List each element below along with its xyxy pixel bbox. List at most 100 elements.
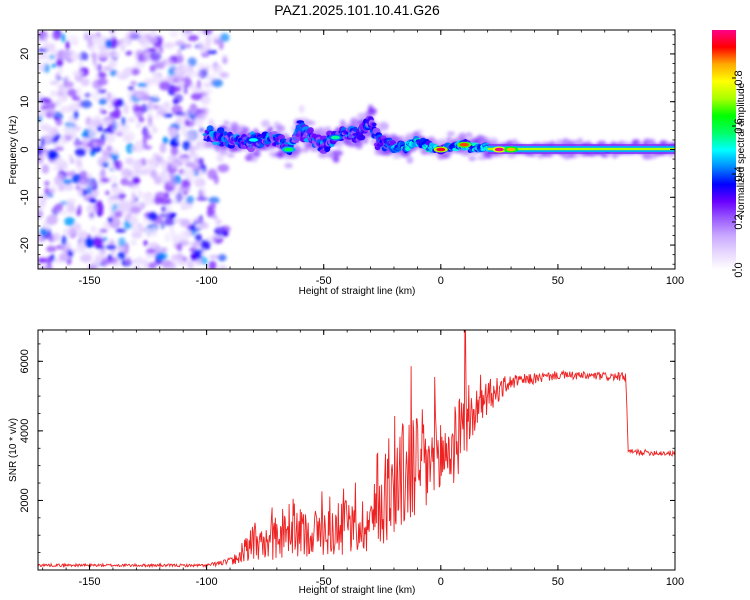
heatmap-cell xyxy=(111,149,119,155)
heatmap-cell xyxy=(299,104,305,114)
heatmap-cell xyxy=(158,45,164,54)
heatmap-cell xyxy=(183,168,195,180)
heatmap-cell xyxy=(52,166,61,172)
heatmap-cell xyxy=(165,212,170,217)
heatmap-cell xyxy=(105,190,110,196)
heatmap-cell xyxy=(217,265,228,269)
colorbar-tick-label: 0.4 xyxy=(733,166,745,181)
heatmap-cell xyxy=(267,126,274,132)
heatmap-cell xyxy=(135,140,144,148)
heatmap-cell xyxy=(130,31,135,39)
heatmap-cell xyxy=(182,140,191,151)
heatmap-cell xyxy=(155,245,161,254)
heatmap-cell xyxy=(206,75,216,81)
heatmap-cell xyxy=(152,197,164,205)
heatmap-cell xyxy=(73,110,79,120)
heatmap-cell xyxy=(38,257,48,264)
heatmap-cell xyxy=(147,99,154,110)
heatmap-cell xyxy=(143,240,148,246)
heatmap-cell xyxy=(212,141,218,145)
heatmap-cell xyxy=(371,122,377,127)
snr-y-label: SNR (10 * v/v) xyxy=(8,418,19,482)
heatmap-cell xyxy=(167,155,179,161)
heatmap-cell xyxy=(75,184,81,191)
heatmap-cell xyxy=(190,92,203,101)
heatmap-tail-core xyxy=(487,147,675,151)
heatmap-cell xyxy=(217,163,230,173)
heatmap-hotspot xyxy=(506,147,516,152)
heatmap-cell xyxy=(62,93,68,102)
heatmap-cell xyxy=(176,242,183,252)
heatmap-cell xyxy=(133,265,141,269)
heatmap-cell xyxy=(405,132,415,141)
heatmap-cell xyxy=(219,33,230,43)
heatmap-cell xyxy=(271,131,278,135)
heatmap-cell xyxy=(38,93,44,98)
heatmap-cell xyxy=(261,119,271,128)
heatmap-cell xyxy=(389,140,397,146)
heatmap-cell xyxy=(184,229,192,238)
heatmap-cell xyxy=(126,142,133,154)
heatmap-cell xyxy=(57,96,64,105)
heatmap-cell xyxy=(357,134,366,141)
heatmap-cell xyxy=(38,208,44,219)
heatmap-cell xyxy=(132,225,137,234)
spectrogram-x-tick-label: -150 xyxy=(79,275,101,287)
heatmap-cell xyxy=(38,205,45,211)
heatmap-cell xyxy=(85,30,90,34)
heatmap-cell xyxy=(108,59,117,69)
heatmap-cell xyxy=(127,86,135,91)
heatmap-cell xyxy=(101,109,107,115)
heatmap-cell xyxy=(197,30,203,36)
heatmap-cell xyxy=(211,34,221,40)
heatmap-cell xyxy=(196,196,209,201)
heatmap-cell xyxy=(98,98,108,105)
heatmap-cell xyxy=(150,169,158,179)
heatmap-cell xyxy=(108,202,114,212)
heatmap-cell xyxy=(222,57,228,65)
heatmap-cell xyxy=(206,125,214,132)
heatmap-cell xyxy=(149,30,157,37)
heatmap-cell xyxy=(150,227,158,237)
heatmap-cell xyxy=(92,139,98,148)
colorbar-label: Normalized spectral amplitude xyxy=(736,82,747,217)
spectrogram-y-tick-label: 20 xyxy=(19,48,31,60)
heatmap-cell xyxy=(332,149,343,157)
heatmap-cell xyxy=(208,254,221,259)
heatmap-cell xyxy=(80,100,92,109)
heatmap-cell xyxy=(160,197,173,206)
heatmap-cell xyxy=(67,34,80,42)
heatmap-cell xyxy=(206,208,216,218)
snr-y-tick-label: 6000 xyxy=(19,349,31,373)
heatmap-cell xyxy=(62,81,74,88)
heatmap-cell xyxy=(137,34,148,45)
heatmap-cell xyxy=(117,126,126,134)
heatmap-cell xyxy=(85,179,96,189)
heatmap-cell xyxy=(202,89,214,94)
heatmap-cell xyxy=(58,210,69,215)
heatmap-cell xyxy=(39,123,51,131)
colorbar-tick-label: 0.8 xyxy=(733,70,745,85)
heatmap-cell xyxy=(217,127,225,134)
heatmap-cell xyxy=(208,260,217,269)
snr-panel: -150 -100 -50 0 50 100 2000 4000 6000 Height of… xyxy=(8,329,684,596)
heatmap-cell xyxy=(91,91,100,102)
heatmap-cell xyxy=(48,236,55,243)
heatmap-cell xyxy=(65,40,70,50)
heatmap-cell xyxy=(68,208,76,215)
heatmap-cell xyxy=(56,58,64,67)
heatmap-cell xyxy=(40,194,47,206)
heatmap-cell xyxy=(67,251,74,256)
heatmap-cell xyxy=(189,148,195,155)
heatmap-cell xyxy=(159,80,171,91)
heatmap-cell xyxy=(54,146,64,151)
heatmap-cell xyxy=(97,63,102,73)
heatmap-cell xyxy=(66,88,78,97)
heatmap-cell xyxy=(74,139,81,148)
heatmap-cell xyxy=(135,222,143,231)
heatmap-cell xyxy=(307,127,314,134)
heatmap-cell xyxy=(125,50,133,56)
heatmap-cell xyxy=(76,209,81,217)
heatmap-cell xyxy=(147,262,157,269)
